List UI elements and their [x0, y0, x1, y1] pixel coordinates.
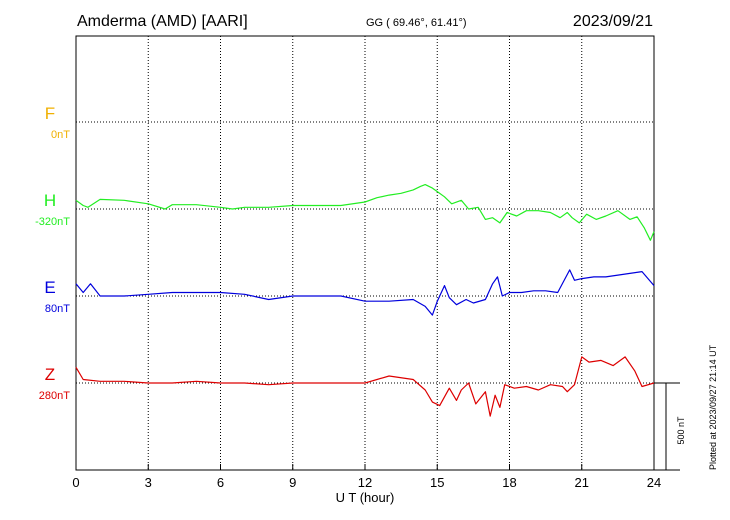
x-axis-label: U T (hour)	[336, 490, 395, 505]
date-label: 2023/09/21	[573, 13, 653, 30]
channel-name-e: E	[44, 278, 55, 297]
station-title: Amderma (AMD) [AARI]	[77, 13, 248, 30]
channel-baseline-f: 0nT	[51, 129, 70, 141]
channel-baseline-z: 280nT	[39, 390, 70, 402]
x-axis-ticks: 0 3 6 9 12 15 18 21 24	[72, 464, 661, 490]
x-tick-label: 9	[289, 475, 296, 490]
series-e-line	[75, 269, 655, 316]
channel-baseline-e: 80nT	[45, 303, 70, 315]
scale-bar-label: 500 nT	[676, 416, 686, 445]
x-tick-label: 0	[72, 475, 79, 490]
plotted-at-label: Plotted at 2023/09/27 21:14 UT	[708, 344, 718, 470]
x-tick-label: 24	[647, 475, 661, 490]
series-z-line	[75, 356, 655, 417]
x-tick-label: 21	[575, 475, 589, 490]
scale-bar: 500 nT	[654, 382, 686, 471]
x-tick-label: 15	[430, 475, 444, 490]
grid-lines	[76, 36, 654, 470]
coordinates-label: GG ( 69.46°, 61.41°)	[366, 17, 467, 29]
channel-name-h: H	[44, 191, 56, 210]
x-tick-label: 6	[217, 475, 224, 490]
x-tick-label: 3	[145, 475, 152, 490]
channel-name-f: F	[45, 104, 55, 123]
series-layer	[75, 184, 655, 417]
channel-baseline-h: -320nT	[35, 216, 70, 228]
series-h-line	[75, 184, 655, 241]
channel-name-z: Z	[45, 365, 55, 384]
x-tick-label: 18	[502, 475, 516, 490]
channel-labels: F 0nT H -320nT E 80nT Z 280nT	[35, 104, 70, 402]
x-tick-label: 12	[358, 475, 372, 490]
